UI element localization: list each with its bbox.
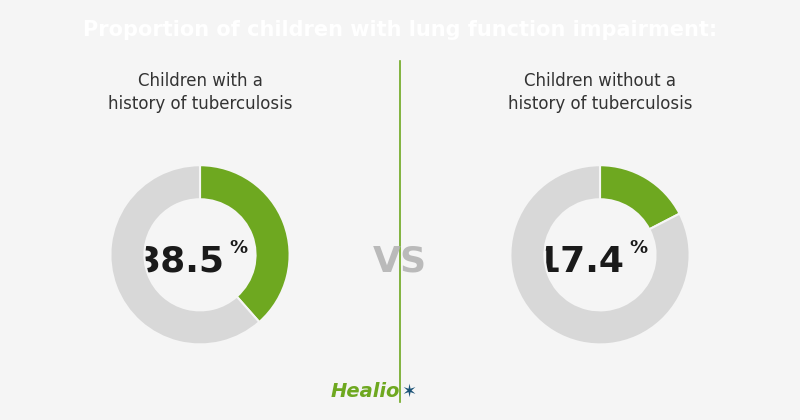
Text: 38.5: 38.5 <box>135 245 225 279</box>
Text: VS: VS <box>373 245 427 279</box>
Text: Children with a
history of tuberculosis: Children with a history of tuberculosis <box>108 72 292 113</box>
Text: Healio: Healio <box>330 382 400 401</box>
Text: 17.4: 17.4 <box>535 245 625 279</box>
Wedge shape <box>200 165 290 322</box>
Text: %: % <box>630 239 648 257</box>
Text: ✶: ✶ <box>402 382 417 400</box>
Text: Children without a
history of tuberculosis: Children without a history of tuberculos… <box>508 72 692 113</box>
Wedge shape <box>510 165 690 344</box>
Wedge shape <box>110 165 259 344</box>
Wedge shape <box>600 165 679 229</box>
Text: Proportion of children with lung function impairment:: Proportion of children with lung functio… <box>83 21 717 40</box>
Text: %: % <box>230 239 248 257</box>
